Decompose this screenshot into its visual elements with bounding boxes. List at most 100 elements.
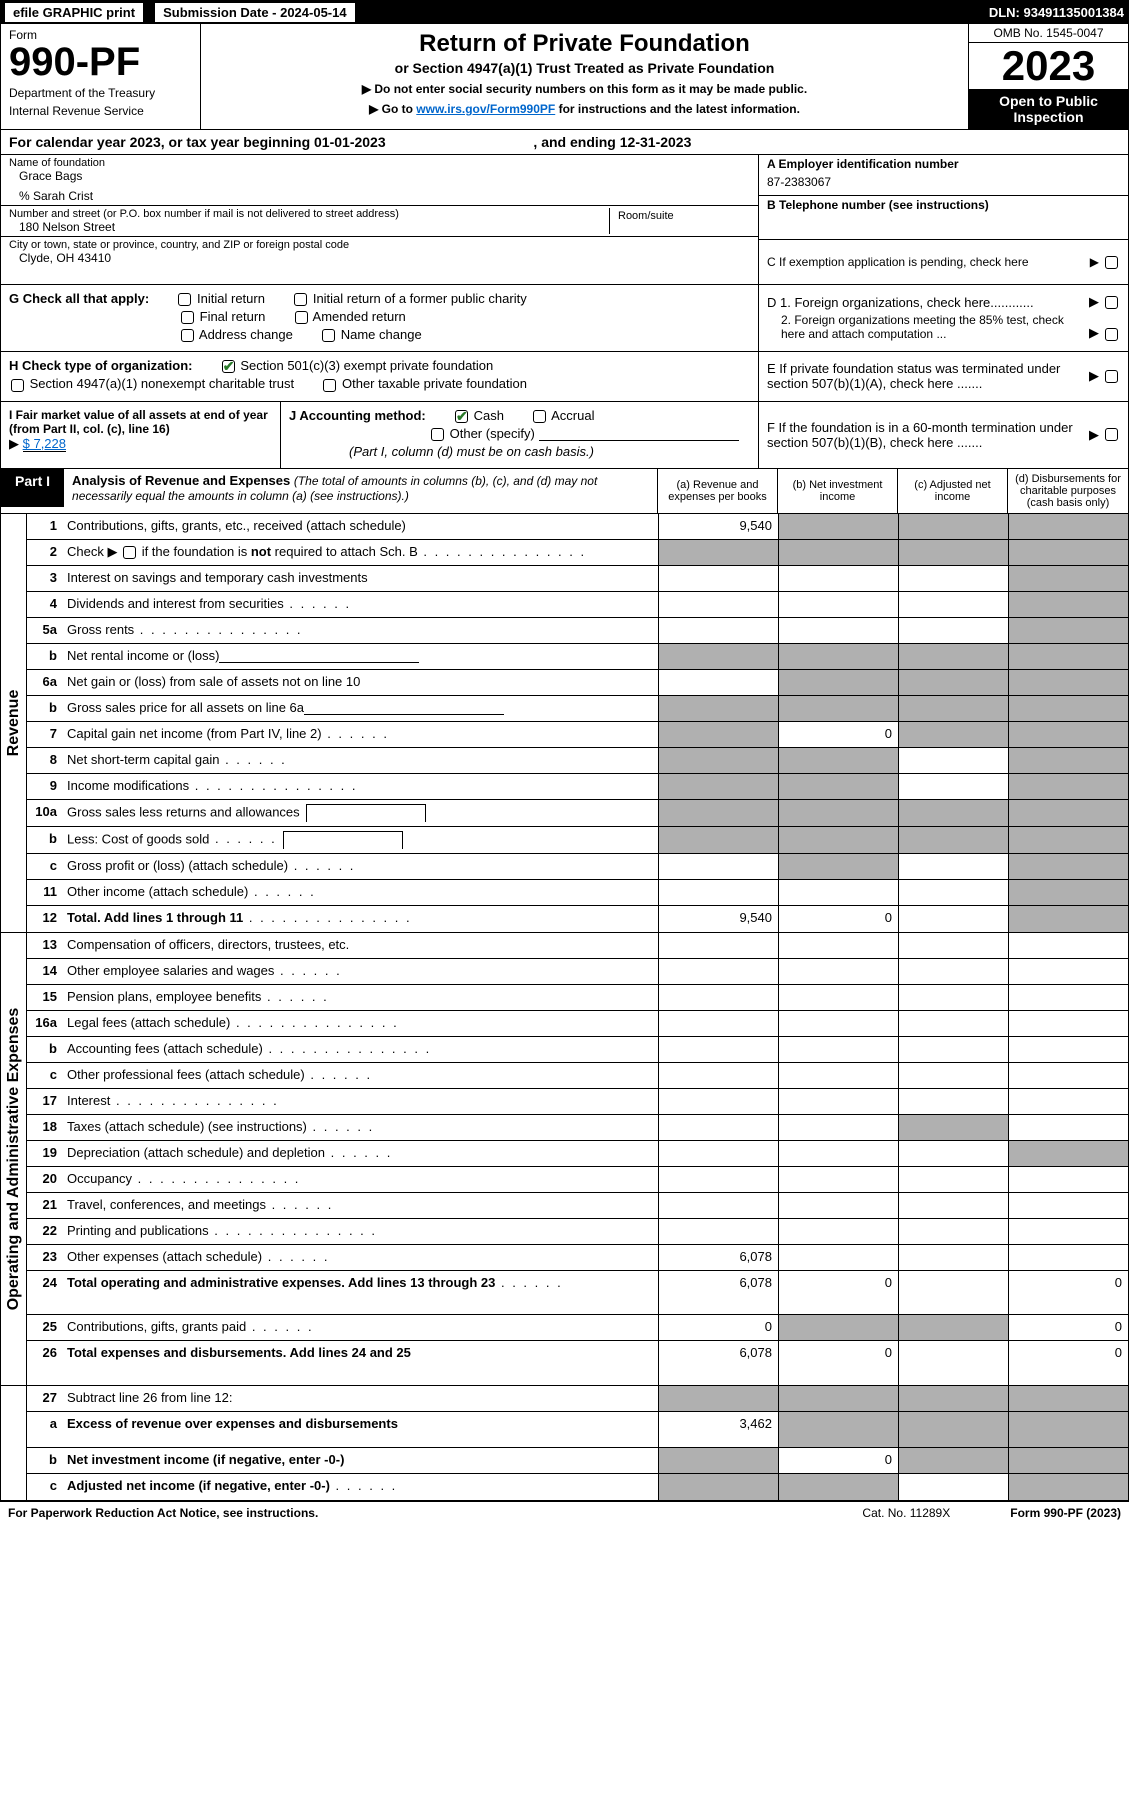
row-1: 1 Contributions, gifts, grants, etc., re… bbox=[27, 514, 1128, 540]
revenue-label: Revenue bbox=[1, 514, 27, 932]
row-10b: b Less: Cost of goods sold bbox=[27, 827, 1128, 854]
expenses-label: Operating and Administrative Expenses bbox=[1, 933, 27, 1385]
info-right: A Employer identification number 87-2383… bbox=[758, 155, 1128, 284]
row-25: 25 Contributions, gifts, grants paid 00 bbox=[27, 1315, 1128, 1341]
header-center: Return of Private Foundation or Section … bbox=[201, 24, 968, 129]
row-3: 3 Interest on savings and temporary cash… bbox=[27, 566, 1128, 592]
row-4: 4 Dividends and interest from securities bbox=[27, 592, 1128, 618]
irs-link[interactable]: www.irs.gov/Form990PF bbox=[416, 102, 555, 116]
city-cell: City or town, state or province, country… bbox=[1, 237, 758, 267]
row-16a: 16a Legal fees (attach schedule) bbox=[27, 1011, 1128, 1037]
part-columns: (a) Revenue and expenses per books (b) N… bbox=[657, 469, 1128, 513]
row-18: 18 Taxes (attach schedule) (see instruct… bbox=[27, 1115, 1128, 1141]
checkbox-501c3[interactable] bbox=[222, 360, 235, 373]
row-26: 26 Total expenses and disbursements. Add… bbox=[27, 1341, 1128, 1385]
section-f: F If the foundation is in a 60-month ter… bbox=[758, 402, 1128, 468]
row-13: 13 Compensation of officers, directors, … bbox=[27, 933, 1128, 959]
row-10a: 10a Gross sales less returns and allowan… bbox=[27, 800, 1128, 827]
row-5b: b Net rental income or (loss) bbox=[27, 644, 1128, 670]
row-11: 11 Other income (attach schedule) bbox=[27, 880, 1128, 906]
form-subtitle: or Section 4947(a)(1) Trust Treated as P… bbox=[211, 60, 958, 76]
expenses-rows: 13 Compensation of officers, directors, … bbox=[27, 933, 1128, 1385]
row-22: 22 Printing and publications bbox=[27, 1219, 1128, 1245]
footer: For Paperwork Reduction Act Notice, see … bbox=[0, 1502, 1129, 1524]
checkbox-other-taxable[interactable] bbox=[323, 379, 336, 392]
dept-irs: Internal Revenue Service bbox=[9, 104, 192, 118]
row-12: 12 Total. Add lines 1 through 11 9,5400 bbox=[27, 906, 1128, 932]
section-h: H Check type of organization: Section 50… bbox=[1, 352, 758, 400]
submission-date: Submission Date - 2024-05-14 bbox=[155, 3, 355, 22]
open-to-public: Open to Public Inspection bbox=[969, 89, 1128, 129]
header-left: Form 990-PF Department of the Treasury I… bbox=[1, 24, 201, 129]
g-d-row: G Check all that apply: Initial return I… bbox=[1, 285, 1128, 352]
omb-number: OMB No. 1545-0047 bbox=[969, 24, 1128, 43]
row-27c: c Adjusted net income (if negative, ente… bbox=[27, 1474, 1128, 1500]
dept-treasury: Department of the Treasury bbox=[9, 86, 192, 100]
row-17: 17 Interest bbox=[27, 1089, 1128, 1115]
section-d: D 1. Foreign organizations, check here..… bbox=[758, 285, 1128, 351]
checkbox-c[interactable] bbox=[1105, 256, 1118, 269]
row-10c: c Gross profit or (loss) (attach schedul… bbox=[27, 854, 1128, 880]
revenue-rows: 1 Contributions, gifts, grants, etc., re… bbox=[27, 514, 1128, 932]
form-title: Return of Private Foundation bbox=[211, 30, 958, 58]
form-number: 990-PF bbox=[9, 42, 192, 82]
row-16c: c Other professional fees (attach schedu… bbox=[27, 1063, 1128, 1089]
row-8: 8 Net short-term capital gain bbox=[27, 748, 1128, 774]
room-cell: Room/suite bbox=[610, 208, 750, 234]
info-left: Name of foundation Grace Bags % Sarah Cr… bbox=[1, 155, 758, 284]
row-24: 24 Total operating and administrative ex… bbox=[27, 1271, 1128, 1315]
row-27a: a Excess of revenue over expenses and di… bbox=[27, 1412, 1128, 1448]
header: Form 990-PF Department of the Treasury I… bbox=[1, 24, 1128, 130]
arrow-icon: ▶ bbox=[1090, 255, 1099, 269]
section-g: G Check all that apply: Initial return I… bbox=[1, 285, 758, 351]
cat-number: Cat. No. 11289X bbox=[862, 1506, 950, 1520]
part-1-header: Part I Analysis of Revenue and Expenses … bbox=[1, 469, 1128, 514]
section-j: J Accounting method: Cash Accrual Other … bbox=[281, 402, 758, 468]
ein-cell: A Employer identification number 87-2383… bbox=[759, 155, 1128, 196]
header-right: OMB No. 1545-0047 2023 Open to Public In… bbox=[968, 24, 1128, 129]
row-14: 14 Other employee salaries and wages bbox=[27, 959, 1128, 985]
form-ref: Form 990-PF (2023) bbox=[1010, 1506, 1121, 1520]
checkbox-f[interactable] bbox=[1105, 428, 1118, 441]
pra-notice: For Paperwork Reduction Act Notice, see … bbox=[8, 1506, 318, 1520]
checkbox-sch-b[interactable] bbox=[123, 546, 136, 559]
fmv-value: $ 7,228 bbox=[23, 436, 66, 452]
row-21: 21 Travel, conferences, and meetings bbox=[27, 1193, 1128, 1219]
checkbox-d1[interactable] bbox=[1105, 296, 1118, 309]
checkbox-name-change[interactable] bbox=[322, 329, 335, 342]
header-note-2: ▶ Go to www.irs.gov/Form990PF for instru… bbox=[211, 102, 958, 116]
col-a-header: (a) Revenue and expenses per books bbox=[658, 469, 778, 513]
section-i-j: I Fair market value of all assets at end… bbox=[1, 402, 758, 468]
checkbox-initial-public[interactable] bbox=[294, 293, 307, 306]
row-15: 15 Pension plans, employee benefits bbox=[27, 985, 1128, 1011]
section-e: E If private foundation status was termi… bbox=[758, 352, 1128, 400]
checkbox-4947a1[interactable] bbox=[11, 379, 24, 392]
checkbox-e[interactable] bbox=[1105, 370, 1118, 383]
col-b-header: (b) Net investment income bbox=[778, 469, 898, 513]
checkbox-final-return[interactable] bbox=[181, 311, 194, 324]
row-27b: b Net investment income (if negative, en… bbox=[27, 1448, 1128, 1474]
row-5a: 5a Gross rents bbox=[27, 618, 1128, 644]
tax-year: 2023 bbox=[969, 43, 1128, 89]
checkbox-address-change[interactable] bbox=[181, 329, 194, 342]
checkbox-accrual[interactable] bbox=[533, 410, 546, 423]
form-container: efile GRAPHIC print Submission Date - 20… bbox=[0, 0, 1129, 1502]
row-19: 19 Depreciation (attach schedule) and de… bbox=[27, 1141, 1128, 1167]
checkbox-d2[interactable] bbox=[1105, 328, 1118, 341]
row-6b: b Gross sales price for all assets on li… bbox=[27, 696, 1128, 722]
checkbox-cash[interactable] bbox=[455, 410, 468, 423]
section-i: I Fair market value of all assets at end… bbox=[1, 402, 281, 468]
top-bar: efile GRAPHIC print Submission Date - 20… bbox=[1, 1, 1128, 24]
revenue-section: Revenue 1 Contributions, gifts, grants, … bbox=[1, 514, 1128, 933]
checkbox-amended-return[interactable] bbox=[295, 311, 308, 324]
header-note-1: ▶ Do not enter social security numbers o… bbox=[211, 82, 958, 96]
h-e-row: H Check type of organization: Section 50… bbox=[1, 352, 1128, 401]
checkbox-initial-return[interactable] bbox=[178, 293, 191, 306]
i-j-f-row: I Fair market value of all assets at end… bbox=[1, 402, 1128, 469]
row-23: 23 Other expenses (attach schedule) 6,07… bbox=[27, 1245, 1128, 1271]
info-block: Name of foundation Grace Bags % Sarah Cr… bbox=[1, 155, 1128, 285]
part-title: Analysis of Revenue and Expenses (The to… bbox=[64, 469, 657, 507]
street-cell: Number and street (or P.O. box number if… bbox=[9, 208, 610, 234]
part-label: Part I bbox=[1, 469, 64, 507]
checkbox-other-method[interactable] bbox=[431, 428, 444, 441]
